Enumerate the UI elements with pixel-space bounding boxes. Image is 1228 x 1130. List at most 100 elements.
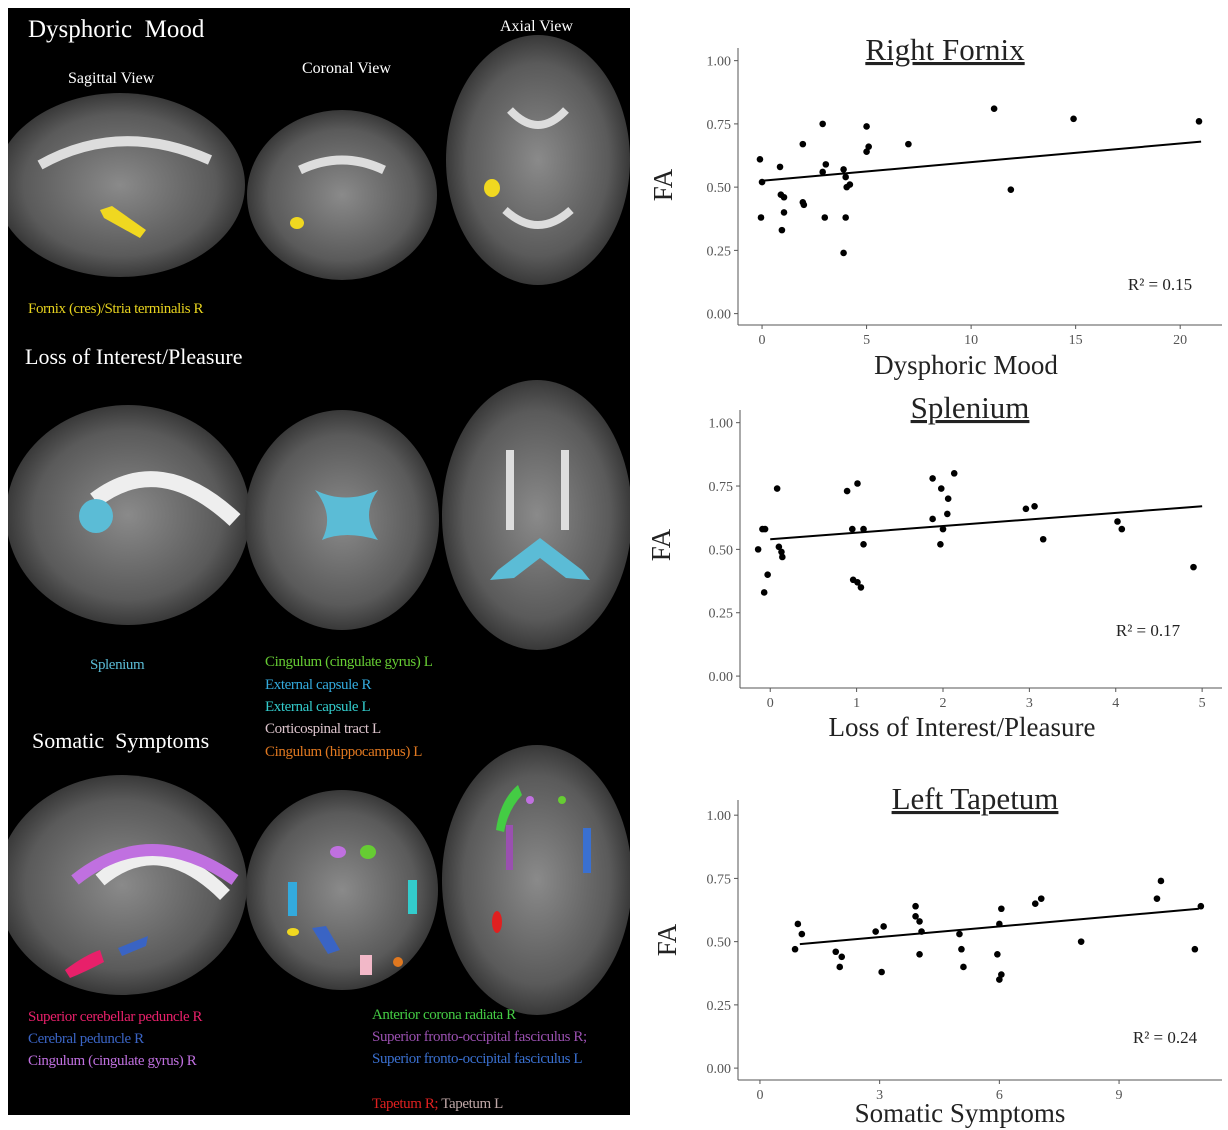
data-point [994, 951, 1001, 958]
y-axis-label: FA [648, 168, 678, 201]
data-point [938, 485, 945, 492]
x-tick-label: 3 [1026, 696, 1033, 711]
data-point [878, 969, 885, 976]
y-tick-label: 0.00 [707, 308, 732, 323]
y-tick-label: 0.50 [707, 181, 732, 196]
x-tick-label: 0 [756, 1088, 763, 1103]
region-label: Cingulum (cingulate gyrus) R [28, 1053, 196, 1069]
data-point [762, 526, 769, 533]
chart-title: Right Fornix [865, 32, 1025, 67]
data-point [951, 470, 958, 477]
data-point [1031, 503, 1038, 510]
y-tick-label: 0.75 [707, 872, 732, 887]
data-point [1190, 564, 1197, 571]
data-point [758, 214, 765, 221]
region-label: Anterior corona radiata R [372, 1007, 516, 1023]
region-label-block: Superior cerebellar peduncle R [28, 1006, 202, 1028]
x-tick-label: 0 [767, 696, 774, 711]
data-point [842, 214, 849, 221]
data-point [998, 971, 1005, 978]
region-label-block: Anterior corona radiata R [372, 1004, 516, 1026]
region-label: Superior cerebellar peduncle R [28, 1009, 202, 1025]
data-point [929, 516, 936, 523]
region-label-block: Cingulum (hippocampus) L [265, 741, 422, 763]
region-label: Superior fronto-occipital fasciculus R; [372, 1029, 587, 1045]
data-point [799, 931, 806, 938]
x-tick-label: 9 [1116, 1088, 1123, 1103]
data-point [872, 928, 879, 935]
region-label: Tapetum L [441, 1096, 503, 1112]
data-point [764, 571, 771, 578]
x-tick-label: 1 [853, 696, 860, 711]
chart-title: Splenium [911, 390, 1030, 425]
data-point [944, 511, 951, 518]
y-tick-label: 0.25 [707, 244, 732, 259]
data-point [863, 148, 870, 155]
data-point [880, 923, 887, 930]
data-point [823, 161, 830, 168]
data-point [1032, 900, 1039, 907]
data-point [991, 105, 998, 112]
data-point [842, 174, 849, 181]
data-point [858, 584, 865, 591]
data-point [945, 495, 952, 502]
data-point [832, 948, 839, 955]
data-point [849, 526, 856, 533]
view-label: Axial View [500, 18, 573, 36]
trend-line [770, 506, 1202, 539]
y-tick-label: 0.50 [709, 543, 734, 558]
data-point [1154, 895, 1161, 902]
data-point [844, 488, 851, 495]
region-label-block: Splenium [90, 654, 144, 676]
y-tick-label: 0.75 [707, 118, 732, 133]
region-label-block: Tapetum R; Tapetum L [372, 1093, 503, 1115]
figure: 0.000.250.500.751.0005101520Right Fornix… [0, 0, 1228, 1130]
section-title: Somatic Symptoms [32, 728, 209, 754]
data-point [801, 202, 808, 209]
region-label: Splenium [90, 657, 144, 673]
region-label: Fornix (cres)/Stria terminalis R [28, 301, 203, 317]
data-point [755, 546, 762, 553]
data-point [1196, 118, 1203, 125]
data-point [958, 946, 965, 953]
data-point [916, 918, 923, 925]
x-tick-label: 10 [964, 333, 978, 348]
data-point [761, 589, 768, 596]
data-point [800, 141, 807, 148]
annotation: R² = 0.24 [1133, 1028, 1198, 1047]
chart-title: Left Tapetum [892, 781, 1059, 816]
x-axis-label: Dysphoric Mood [874, 350, 1058, 380]
trend-line [800, 909, 1199, 944]
section-title: Dysphoric Mood [28, 16, 204, 44]
data-point [905, 141, 912, 148]
data-point [860, 541, 867, 548]
data-point [1023, 506, 1030, 513]
region-label-block: Fornix (cres)/Stria terminalis R [28, 298, 203, 320]
data-point [1118, 526, 1125, 533]
data-point [1070, 116, 1077, 123]
x-axis-label: Somatic Symptoms [855, 1098, 1066, 1128]
data-point [1114, 518, 1121, 525]
data-point [840, 250, 847, 257]
section-title: Loss of Interest/Pleasure [25, 344, 243, 370]
region-label-block: Cerebral peduncle R [28, 1028, 144, 1050]
x-tick-label: 5 [1199, 696, 1206, 711]
region-label-block: Superior fronto-occipital fasciculus R; … [372, 1026, 597, 1070]
annotation: R² = 0.17 [1116, 621, 1181, 640]
region-label-block: External capsule L [265, 696, 370, 718]
region-label-block: Corticospinal tract L [265, 718, 381, 740]
data-point [1008, 186, 1015, 193]
region-label-block: External capsule R [265, 674, 371, 696]
x-tick-label: 4 [1112, 696, 1119, 711]
data-point [854, 480, 861, 487]
x-tick-label: 2 [939, 696, 946, 711]
data-point [929, 475, 936, 482]
view-label: Coronal View [302, 60, 391, 78]
y-tick-label: 0.25 [707, 999, 732, 1014]
region-label: Cerebral peduncle R [28, 1031, 144, 1047]
x-axis-label: Loss of Interest/Pleasure [829, 712, 1096, 742]
data-point [1040, 536, 1047, 543]
data-point [781, 194, 788, 201]
trend-line [762, 142, 1201, 181]
data-point [956, 931, 963, 938]
